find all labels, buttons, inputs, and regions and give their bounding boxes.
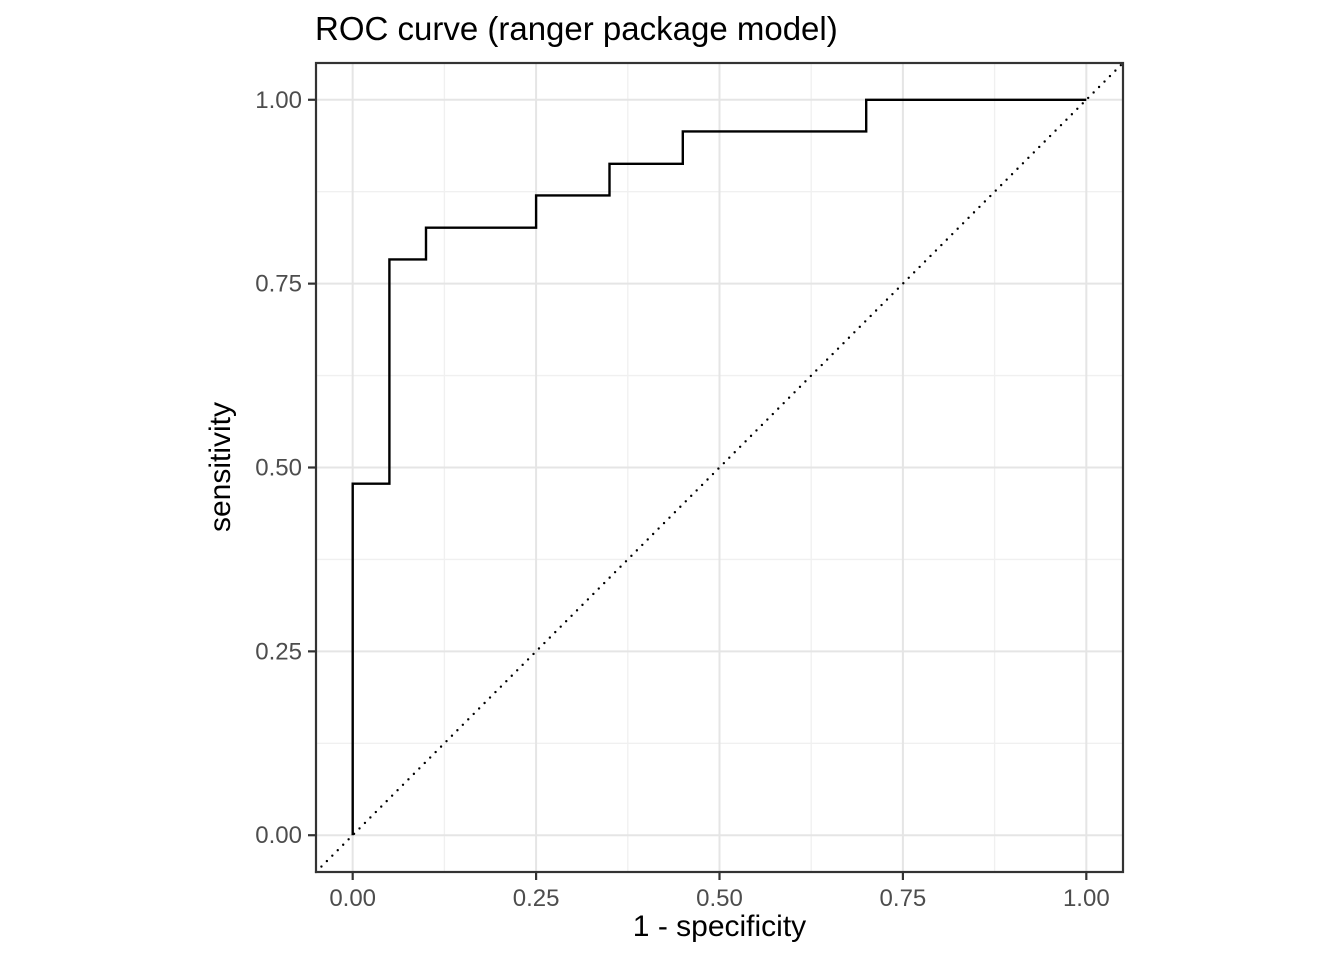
y-tick-label: 0.75 — [255, 271, 302, 298]
x-tick-label: 0.50 — [696, 885, 743, 912]
y-axis-title: sensitivity — [204, 401, 237, 533]
y-tick-label: 0.00 — [255, 822, 302, 849]
x-tick-label: 0.75 — [880, 885, 927, 912]
y-tick-label: 1.00 — [255, 87, 302, 114]
x-axis-title: 1 - specificity — [632, 910, 807, 943]
series-lines — [314, 61, 1125, 874]
x-tick-label: 1.00 — [1063, 885, 1110, 912]
y-tick-label: 0.50 — [255, 455, 302, 482]
axis-tick-labels: 0.00 0.25 0.50 0.75 1.00 0.00 0.25 0.50 0.75 1.00 — [255, 87, 1109, 912]
chart-title: ROC curve (ranger package model) — [315, 10, 838, 47]
x-tick-label: 0.00 — [329, 885, 376, 912]
roc-curve-line — [351, 98, 1087, 836]
y-tick-label: 0.25 — [255, 638, 302, 665]
x-tick-label: 0.25 — [513, 885, 560, 912]
axis-ticks — [308, 98, 1088, 880]
